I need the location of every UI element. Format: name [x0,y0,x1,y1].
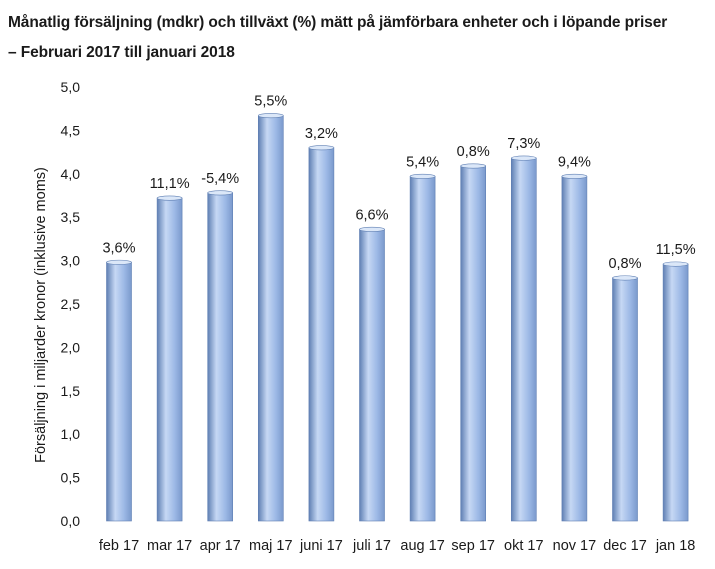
x-tick-label: jan 18 [655,538,696,554]
data-label: -5,4% [201,171,239,187]
bar-cap [561,173,588,179]
y-tick-label: 1,0 [61,426,81,442]
bars [106,113,689,522]
bar [106,262,132,522]
bar [409,176,436,522]
y-tick-label: 3,5 [61,209,81,225]
bar-cap [257,113,284,119]
bar-cap [308,145,335,151]
y-tick-label: 1,5 [61,383,81,399]
bar [460,165,487,522]
y-tick-label: 0,5 [61,470,81,486]
bar-cap [106,259,132,265]
data-label: 6,6% [355,207,388,223]
y-tick-label: 4,0 [61,166,81,182]
x-tick-label: apr 17 [200,538,241,554]
chart-title: Månatlig försäljning (mdkr) och tillväxt… [8,14,668,31]
y-tick-label: 2,0 [61,339,81,355]
data-label: 0,8% [608,256,641,272]
bar [561,176,588,522]
y-tick-label: 5,0 [61,79,81,95]
bar [612,277,638,522]
x-tick-label: dec 17 [603,538,647,554]
x-tick-label: aug 17 [400,538,444,554]
x-tick-label: feb 17 [99,538,139,554]
bar [156,197,183,522]
bar-cap [460,163,487,169]
bar [257,115,284,522]
x-tick-label: mar 17 [147,538,192,554]
x-tick-label: juni 17 [299,538,343,554]
x-tick-label: maj 17 [249,538,293,554]
bar [510,157,537,522]
data-label: 5,5% [254,94,287,110]
bar [207,192,233,522]
x-axis-ticks: feb 17 mar 17 apr 17 maj 17 juni 17 juli 17 au… [99,538,696,554]
y-tick-label: 4,5 [61,122,81,138]
data-label: 5,4% [406,154,439,170]
y-axis-ticks: 0,0 0,5 1,0 1,5 2,0 2,5 3,0 3,5 4,0 4,5 5,0 [61,79,81,529]
bar [308,147,335,522]
y-tick-label: 3,0 [61,253,81,269]
bar [662,263,689,522]
bar-cap [207,190,233,196]
bar-cap [662,261,689,267]
bar-cap [612,275,638,281]
x-tick-label: sep 17 [451,538,495,554]
data-label: 9,4% [558,154,591,170]
x-tick-label: nov 17 [553,538,597,554]
y-axis-title: Försäljning i miljarder kronor (inklusiv… [33,167,49,463]
chart-subtitle: – Februari 2017 till januari 2018 [8,44,235,61]
data-label: 7,3% [507,136,540,152]
bar-cap [359,226,385,232]
bar [359,229,385,522]
data-label: 0,8% [457,144,490,160]
x-tick-label: juli 17 [352,538,391,554]
data-label: 11,1% [150,176,190,192]
bar-cap [156,195,183,201]
x-tick-label: okt 17 [504,538,544,554]
bar-cap [409,173,436,179]
data-label: 3,2% [305,126,338,142]
y-tick-label: 2,5 [61,296,81,312]
data-label: 3,6% [102,240,135,256]
data-labels: 3,6% 11,1% -5,4% 5,5% 3,2% 6,6% 5,4% 0,8% 7,3% 9,… [102,94,695,272]
y-tick-label: 0,0 [61,513,81,529]
bar-cap [510,155,537,161]
data-label: 11,5% [656,242,696,258]
chart-title-block: Månatlig försäljning (mdkr) och tillväxt… [8,8,708,68]
